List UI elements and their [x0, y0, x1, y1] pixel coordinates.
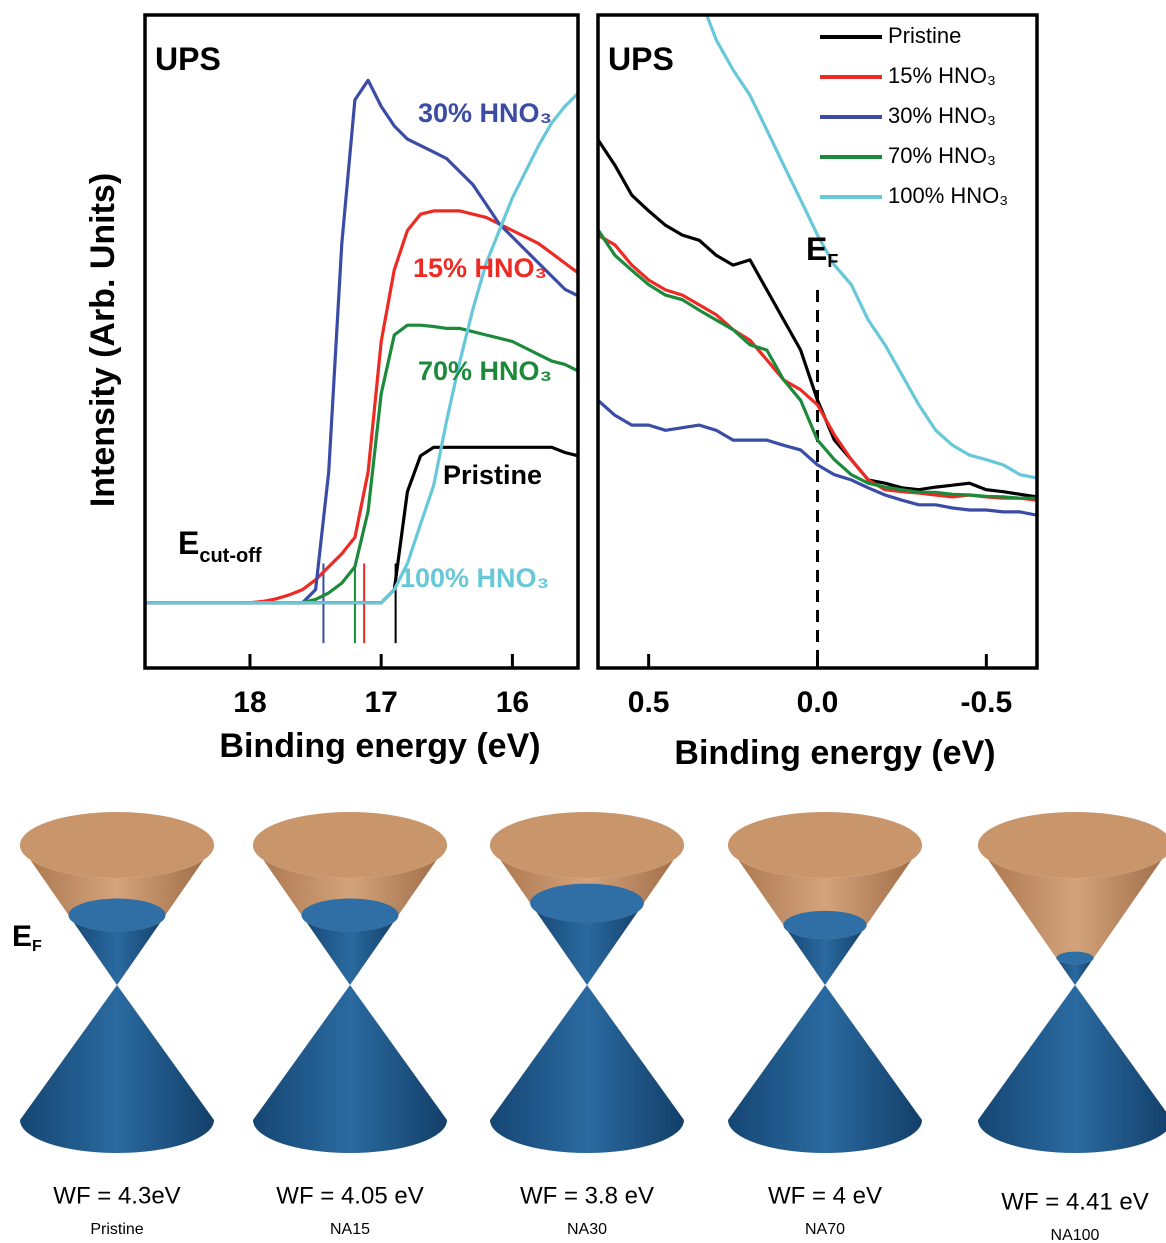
- work-function: WF = 4 eV: [768, 1182, 882, 1209]
- cone-top: [728, 812, 922, 878]
- lower-cone: [728, 985, 922, 1153]
- x-axis-label: Binding energy (eV): [674, 734, 995, 772]
- series-line: [145, 92, 578, 605]
- fermi-disk: [301, 898, 399, 932]
- cutoff-label-main: E: [178, 525, 199, 561]
- series-line: [598, 138, 1037, 499]
- plot-area: [598, 15, 1037, 517]
- series-line: [598, 399, 1037, 517]
- work-function: WF = 4.41 eV: [1001, 1188, 1148, 1215]
- series-line: [598, 228, 1037, 500]
- series-label: 70% HNO₃: [418, 356, 552, 386]
- filled-states: [530, 903, 644, 985]
- cone-top: [253, 812, 447, 878]
- cutoff-label: Ecut-off: [178, 525, 262, 567]
- fermi-disk: [1056, 951, 1094, 965]
- fermi-label-sub: F: [827, 251, 838, 271]
- x-tick-label: 18: [233, 686, 266, 719]
- work-function: WF = 4.3eV: [53, 1182, 180, 1209]
- work-function: WF = 3.8 eV: [520, 1182, 654, 1209]
- x-tick-label: 0.5: [628, 686, 670, 719]
- filled-states: [68, 915, 166, 985]
- fermi-disk: [68, 898, 166, 932]
- y-axis-label: Intensity (Arb. Units): [84, 173, 122, 507]
- lower-cone: [490, 985, 684, 1153]
- sample-name: NA15: [330, 1221, 370, 1238]
- fermi-disk: [783, 910, 867, 940]
- ef-label: EF: [12, 920, 42, 955]
- lower-cone: [253, 985, 447, 1153]
- work-function: WF = 4.05 eV: [276, 1182, 423, 1209]
- x-tick-label: 17: [364, 686, 397, 719]
- ups-label-main: UPS: [608, 41, 674, 77]
- ef-label-main: E: [12, 920, 32, 953]
- upper-cone: [978, 845, 1166, 985]
- series-label: Pristine: [443, 460, 542, 490]
- cone-top: [490, 812, 684, 878]
- x-tick-label: -0.5: [960, 686, 1012, 719]
- cone-top: [20, 812, 214, 878]
- series-label: 100% HNO₃: [400, 563, 549, 593]
- legend-label: Pristine: [888, 23, 961, 48]
- lower-cone: [20, 985, 214, 1153]
- plot-frame: [143, 13, 580, 670]
- ef-label-sub: F: [32, 938, 42, 955]
- filled-states: [1056, 958, 1094, 985]
- sample-name: NA30: [567, 1221, 607, 1238]
- series-line: [705, 15, 1037, 480]
- cutoff-label-sub: cut-off: [199, 545, 262, 567]
- ups-label-main: UPS: [155, 41, 221, 77]
- x-tick-label: 16: [496, 686, 529, 719]
- series-label: 30% HNO₃: [418, 98, 552, 128]
- series-label: 15% HNO₃: [413, 253, 547, 283]
- legend-label: 70% HNO₃: [888, 143, 996, 168]
- sample-name: NA100: [1051, 1227, 1100, 1243]
- ups-label: UPS: [155, 41, 221, 77]
- ups-label: UPS: [608, 41, 674, 77]
- filled-states: [301, 915, 399, 985]
- legend-label: 30% HNO₃: [888, 103, 996, 128]
- legend-label: 100% HNO₃: [888, 183, 1008, 208]
- lower-cone: [978, 985, 1166, 1153]
- fermi-label-main: E: [806, 231, 827, 267]
- x-axis-label: Binding energy (eV): [219, 727, 540, 765]
- legend-label: 15% HNO₃: [888, 63, 996, 88]
- fermi-label: EF: [806, 231, 838, 270]
- sample-name: NA70: [805, 1221, 845, 1238]
- x-tick-label: 0.0: [797, 686, 839, 719]
- plot-frame: [596, 13, 1039, 670]
- plot-area: [145, 78, 578, 605]
- filled-states: [783, 925, 867, 985]
- sample-name: Pristine: [90, 1221, 143, 1238]
- cone-top: [978, 812, 1166, 878]
- fermi-disk: [530, 883, 644, 923]
